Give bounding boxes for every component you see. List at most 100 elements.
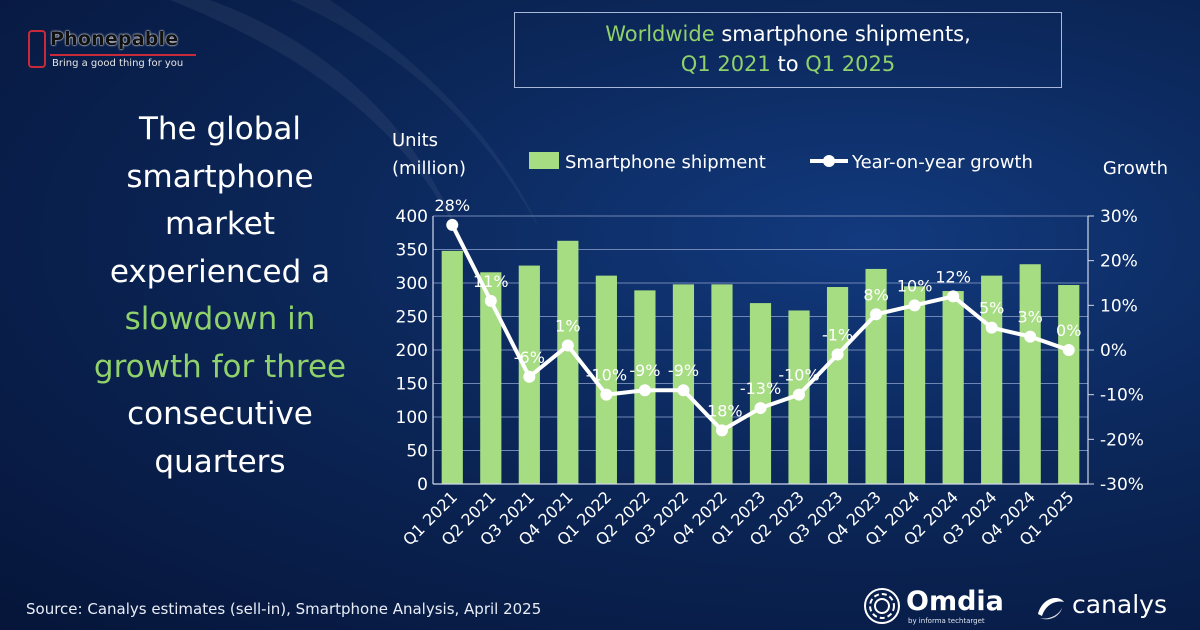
growth-point xyxy=(831,348,844,361)
growth-data-label: -18% xyxy=(701,401,742,420)
headline-line: smartphone xyxy=(126,158,314,195)
headline-line: consecutive xyxy=(127,396,313,432)
y-axis-title: (million) xyxy=(392,158,466,179)
growth-data-label: -10% xyxy=(586,366,627,385)
y2-tick-label: -20% xyxy=(1100,430,1144,450)
chart-legend: Smartphone shipment Year-on-year growth xyxy=(529,152,1033,173)
growth-data-label: 10% xyxy=(897,276,933,295)
y-axis-title: Units xyxy=(392,130,438,151)
y-tick-label: 200 xyxy=(396,341,428,361)
growth-data-label: -9% xyxy=(629,361,660,380)
source-note: Source: Canalys estimates (sell-in), Sma… xyxy=(26,600,542,618)
title-text: smartphone shipments, xyxy=(714,22,971,46)
growth-line-series: 28%11%-6%1%-10% -9% -9%-18%-13%-10%-1%8% 10… xyxy=(434,196,1081,437)
bar xyxy=(557,240,579,484)
canalys-logo: canalys xyxy=(1034,588,1194,628)
y2-tick-label: -10% xyxy=(1100,386,1144,406)
title-highlight: Worldwide xyxy=(605,22,715,46)
title-connector: to xyxy=(770,52,806,76)
canalys-name: canalys xyxy=(1072,590,1167,619)
growth-point xyxy=(523,370,536,383)
y-tick-label: 100 xyxy=(396,408,428,428)
growth-point xyxy=(446,218,459,231)
omdia-subtext: by informa techtarget xyxy=(908,617,985,625)
headline-line: quarters xyxy=(154,443,286,480)
growth-point xyxy=(870,308,883,321)
omdia-mark-icon xyxy=(864,588,900,624)
y-tick-label: 150 xyxy=(396,375,428,395)
growth-data-label: 11% xyxy=(473,272,509,291)
growth-data-label: -6% xyxy=(514,348,545,367)
growth-data-label: 12% xyxy=(935,267,971,286)
canalys-mark-icon xyxy=(1038,598,1064,620)
growth-data-label: -9% xyxy=(668,361,699,380)
growth-point xyxy=(600,388,613,401)
legend-swatch-marker xyxy=(823,155,835,167)
y-tick-label: 0 xyxy=(417,475,428,495)
growth-point xyxy=(985,321,998,334)
growth-point xyxy=(1024,330,1037,343)
title-to: Q1 2025 xyxy=(805,52,896,76)
legend-swatch-bar xyxy=(529,152,559,169)
growth-point xyxy=(561,339,574,352)
bar xyxy=(672,284,695,484)
title-from: Q1 2021 xyxy=(680,52,771,76)
y2-tick-label: 30% xyxy=(1100,207,1138,227)
bar xyxy=(942,291,964,484)
y2-axis-title: Growth xyxy=(1103,158,1168,179)
y-tick-label: 300 xyxy=(396,274,428,294)
brand-name: Phonepable xyxy=(50,28,179,50)
headline-line: market xyxy=(164,206,275,242)
growth-data-label: 28% xyxy=(434,196,470,215)
y2-tick-label: 0% xyxy=(1100,341,1127,361)
y2-tick-label: 10% xyxy=(1100,296,1138,316)
growth-point xyxy=(754,402,767,415)
growth-data-label: -13% xyxy=(740,379,781,398)
headline-line-highlight: growth for three xyxy=(93,348,347,385)
bar xyxy=(826,287,849,484)
y-tick-label: 50 xyxy=(406,442,428,462)
bar xyxy=(865,268,887,484)
chart-title-line2: Q1 2021 to Q1 2025 xyxy=(515,49,1061,79)
growth-point xyxy=(947,290,960,303)
chart-title-line1: Worldwide smartphone shipments, xyxy=(515,19,1061,49)
y-tick-label: 250 xyxy=(396,308,428,328)
growth-point xyxy=(715,424,728,437)
growth-point xyxy=(1062,344,1075,356)
growth-point xyxy=(793,388,806,401)
legend-label-bar: Smartphone shipment xyxy=(565,152,766,173)
omdia-name: Omdia xyxy=(906,586,1004,617)
bar xyxy=(595,275,617,484)
y-tick-label: 400 xyxy=(396,207,428,227)
growth-data-label: 1% xyxy=(555,317,580,336)
legend-label-line: Year-on-year growth xyxy=(851,152,1033,173)
phone-icon xyxy=(28,30,46,68)
chart-title-box: Worldwide smartphone shipments, Q1 2021 … xyxy=(514,12,1062,88)
growth-data-label: 0% xyxy=(1056,321,1081,340)
headline: The global smartphone market experienced… xyxy=(40,106,400,486)
bar xyxy=(904,286,926,484)
brand-underline xyxy=(50,54,196,56)
growth-point xyxy=(638,384,651,397)
growth-data-label: -1% xyxy=(822,325,853,344)
headline-line-highlight: slowdown in xyxy=(124,301,316,337)
growth-data-label: -10% xyxy=(778,366,819,385)
growth-data-label: 5% xyxy=(979,299,1004,318)
y2-tick-label: 20% xyxy=(1100,252,1138,272)
bar xyxy=(1058,285,1080,484)
growth-point xyxy=(908,299,921,312)
phonepable-logo: Phonepable Bring a good thing for you xyxy=(26,28,198,74)
growth-point xyxy=(484,294,497,307)
bar xyxy=(480,272,502,484)
bar xyxy=(441,250,463,484)
growth-data-label: 3% xyxy=(1018,308,1043,327)
y2-tick-label: -30% xyxy=(1100,475,1144,495)
growth-data-label: 8% xyxy=(863,285,888,304)
y-tick-label: 350 xyxy=(396,241,428,261)
omdia-logo: Omdia by informa techtarget xyxy=(862,586,1022,626)
bar xyxy=(711,284,733,484)
brand-tagline: Bring a good thing for you xyxy=(52,58,184,69)
headline-line: experienced a xyxy=(109,253,331,290)
bar xyxy=(1019,264,1041,484)
